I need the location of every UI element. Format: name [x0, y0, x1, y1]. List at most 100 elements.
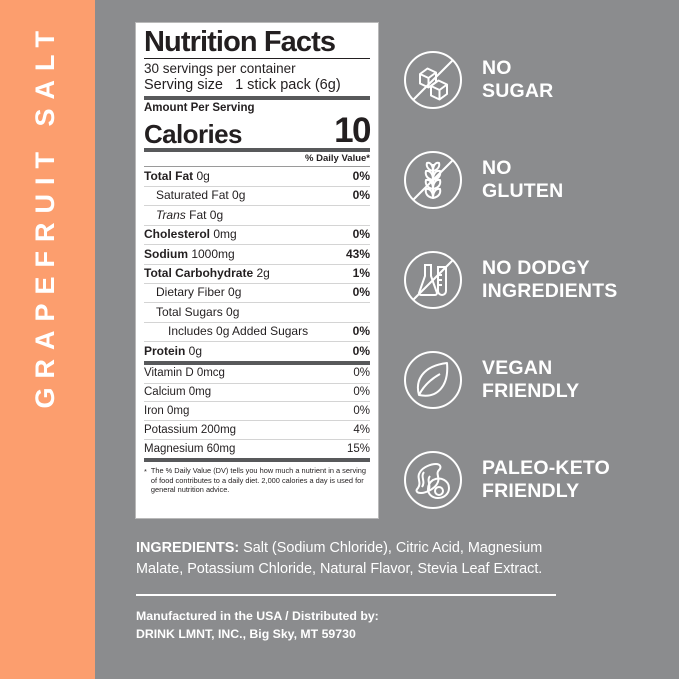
badge-no-sugar: NO SUGAR [400, 30, 668, 130]
footnote-divider [144, 458, 370, 463]
row-divider [144, 224, 370, 226]
flavor-name: GRAPEFRUIT SALT [30, 22, 60, 409]
nutrient-row-list: Total Fat 0g 0% Saturated Fat 0g 0% Trans Fa… [144, 166, 370, 360]
nutrient-daily-value: 0% [352, 343, 370, 358]
nutrient-daily-value: 0% [352, 227, 370, 242]
servings-per-container: 30 servings per container [144, 61, 296, 76]
flavor-sidebar: GRAPEFRUIT SALT [0, 0, 95, 679]
nutrient-row: Sodium 1000mg 43% [144, 245, 370, 263]
vitamin-row: Vitamin D 0mcg 0% [144, 365, 370, 383]
badge-label: PALEO-KETO FRIENDLY [482, 457, 611, 502]
row-divider [144, 263, 370, 265]
daily-value-header: % Daily Value* [305, 152, 370, 164]
nutrient-daily-value: 0% [352, 324, 370, 339]
vitamin-row: Potassium 200mg 4% [144, 421, 370, 439]
vitamin-daily-value: 0% [353, 386, 370, 399]
vitamin-daily-value: 4% [353, 423, 370, 436]
badge-paleo-keto-friendly: PALEO-KETO FRIENDLY [400, 430, 668, 530]
title-divider [144, 58, 370, 59]
badge-no-gluten: NO GLUTEN [400, 130, 668, 230]
daily-value-footnote: * The % Daily Value (DV) tells you how m… [144, 462, 370, 495]
paleo-keto-meat-icon [400, 447, 466, 513]
badge-label: NO GLUTEN [482, 157, 564, 202]
nutrient-name: Total Fat 0g [144, 168, 210, 183]
vitamin-name: Vitamin D 0mcg [144, 367, 225, 380]
no-sugar-icon [400, 47, 466, 113]
nutrient-name: Dietary Fiber 0g [156, 285, 242, 300]
nutrient-daily-value: 0% [352, 168, 370, 183]
nutrient-name: Cholesterol 0mg [144, 227, 237, 242]
nutrient-daily-value: 0% [352, 285, 370, 300]
vitamin-row: Magnesium 60mg 15% [144, 440, 370, 458]
vitamin-row: Calcium 0mg 0% [144, 384, 370, 402]
badge-label: NO SUGAR [482, 57, 554, 102]
calories-row: Calories 10 [144, 111, 371, 151]
nutrition-facts-panel: Nutrition Facts 30 servings per containe… [135, 22, 379, 519]
row-divider [144, 341, 370, 343]
nutrient-name: Total Sugars 0g [156, 304, 240, 319]
nutrient-name: Saturated Fat 0g [156, 188, 246, 203]
calories-label: Calories [144, 119, 242, 150]
bottom-divider [136, 593, 556, 596]
no-gluten-icon [400, 147, 466, 213]
nutrient-row: Total Carbohydrate 2g 1% [144, 265, 370, 283]
ingredients-body: Salt (Sodium Chloride), Citric Acid, Mag… [136, 540, 543, 577]
nutrient-daily-value: 43% [345, 246, 370, 261]
row-divider [144, 166, 370, 168]
nutrient-row: Trans Fat 0g [144, 206, 370, 224]
manufacturer-text: Manufactured in the USA / Distributed by… [136, 608, 379, 641]
nutrient-name: Total Carbohydrate 2g [144, 266, 270, 281]
vitamin-daily-value: 0% [353, 367, 370, 380]
vitamin-daily-value: 0% [353, 404, 370, 417]
nutrient-row: Cholesterol 0mg 0% [144, 226, 370, 244]
vitamin-name: Iron 0mg [144, 404, 190, 417]
nutrient-name: Protein 0g [144, 343, 203, 358]
vegan-leaf-icon [400, 347, 466, 413]
row-divider [144, 205, 370, 207]
vitamin-name: Potassium 200mg [144, 423, 237, 436]
footnote-text: The % Daily Value (DV) tells you how muc… [150, 466, 366, 495]
nutrient-daily-value: 1% [352, 266, 370, 281]
nutrient-row: Includes 0g Added Sugars 0% [144, 323, 370, 341]
row-divider [144, 420, 370, 422]
serving-size-value: 1 stick pack (6g) [235, 77, 341, 94]
ingredients-text: INGREDIENTS: Salt (Sodium Chloride), Cit… [136, 538, 560, 580]
badge-no-dodgy-ingredients: NO DODGY INGREDIENTS [400, 230, 668, 330]
nutrient-row: Dietary Fiber 0g 0% [144, 284, 370, 302]
row-divider [144, 282, 370, 284]
badge-label: NO DODGY INGREDIENTS [482, 257, 618, 302]
row-divider [144, 302, 370, 304]
vitamin-row-list: Vitamin D 0mcg 0% Calcium 0mg 0% Iron 0mg 0% P… [144, 365, 370, 458]
serving-size-label: Serving size [144, 77, 223, 94]
nutrient-name: Includes 0g Added Sugars [168, 324, 309, 339]
amount-per-serving-label: Amount Per Serving [144, 102, 255, 115]
badge-label: VEGAN FRIENDLY [482, 357, 580, 402]
nutrient-row: Total Sugars 0g [144, 303, 370, 321]
nutrient-row: Protein 0g 0% [144, 342, 370, 360]
row-divider [144, 244, 370, 246]
calories-value: 10 [334, 111, 371, 151]
vitamin-name: Magnesium 60mg [144, 442, 236, 455]
claims-badge-list: NO SUGAR NO GLUTEN [400, 30, 668, 530]
bottom-info-block: INGREDIENTS: Salt (Sodium Chloride), Cit… [136, 538, 560, 643]
calories-divider [144, 147, 370, 152]
serving-size-row: Serving size 1 stick pack (6g) [144, 76, 370, 96]
row-divider [144, 439, 370, 441]
footnote-asterisk: * [144, 467, 147, 477]
badge-vegan-friendly: VEGAN FRIENDLY [400, 330, 668, 430]
nutrient-row: Saturated Fat 0g 0% [144, 187, 370, 205]
row-divider [144, 185, 370, 187]
nutrient-name: Sodium 1000mg [144, 246, 235, 261]
row-divider [144, 401, 370, 403]
ingredients-label: INGREDIENTS: [136, 540, 240, 556]
vitamins-divider [144, 360, 370, 365]
nutrient-daily-value: 0% [352, 188, 370, 203]
nutrient-row: Total Fat 0g 0% [144, 167, 370, 185]
row-divider [144, 321, 370, 323]
serving-divider [144, 96, 370, 101]
nutrient-name: Trans Fat 0g [156, 207, 224, 222]
no-dodgy-ingredients-icon [400, 247, 466, 313]
vitamin-name: Calcium 0mg [144, 386, 212, 399]
vitamin-daily-value: 15% [346, 442, 370, 455]
nutrition-facts-title: Nutrition Facts [144, 26, 336, 58]
